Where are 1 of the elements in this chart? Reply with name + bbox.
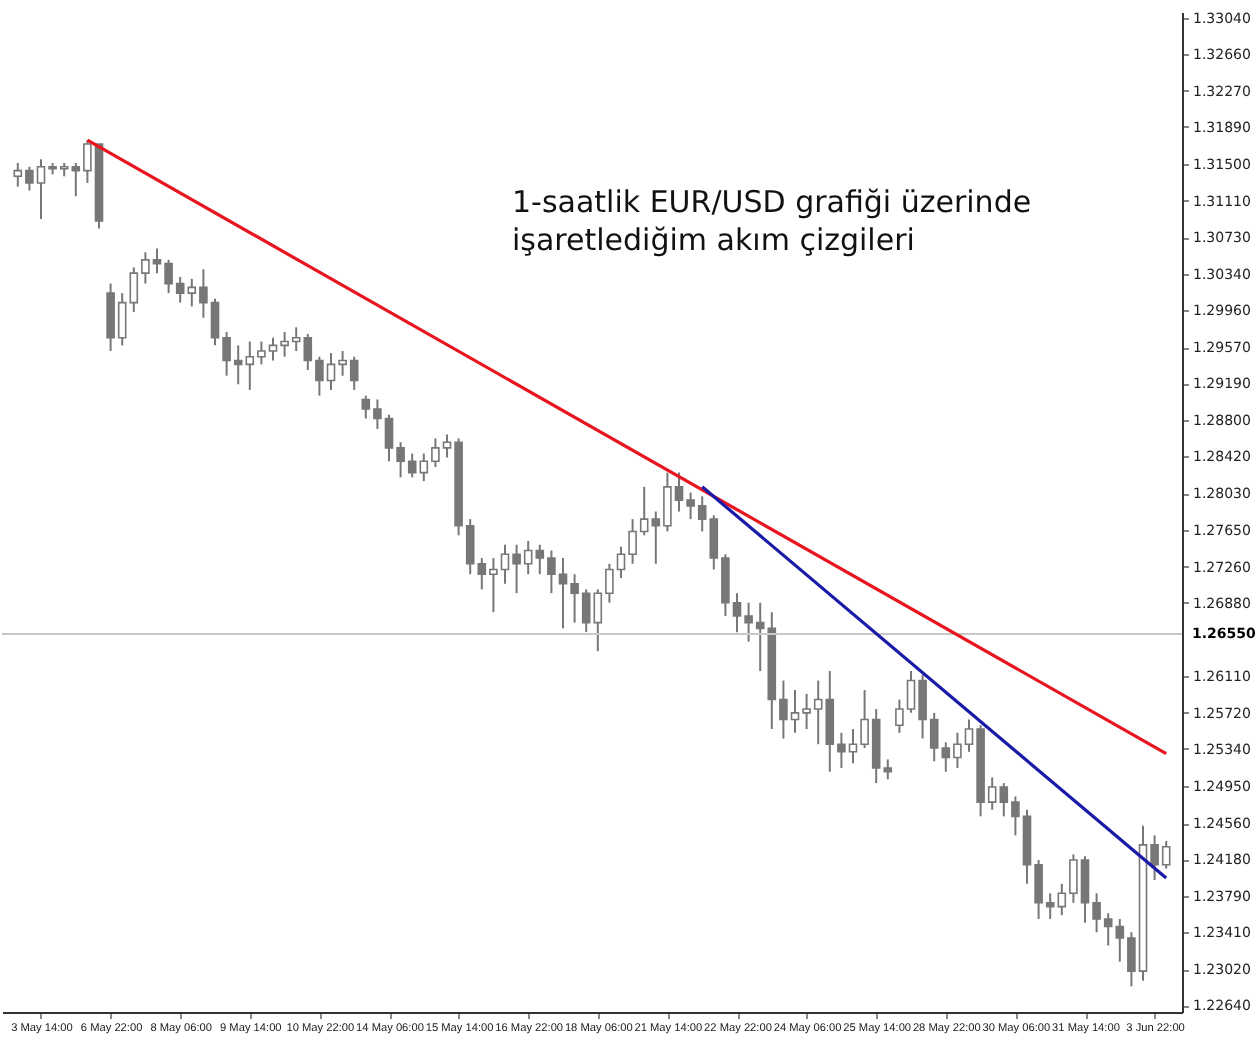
annotation: 1-saatlik EUR/USD grafiği üzerinde işaretlediğim akım çizgileri <box>512 184 1032 258</box>
